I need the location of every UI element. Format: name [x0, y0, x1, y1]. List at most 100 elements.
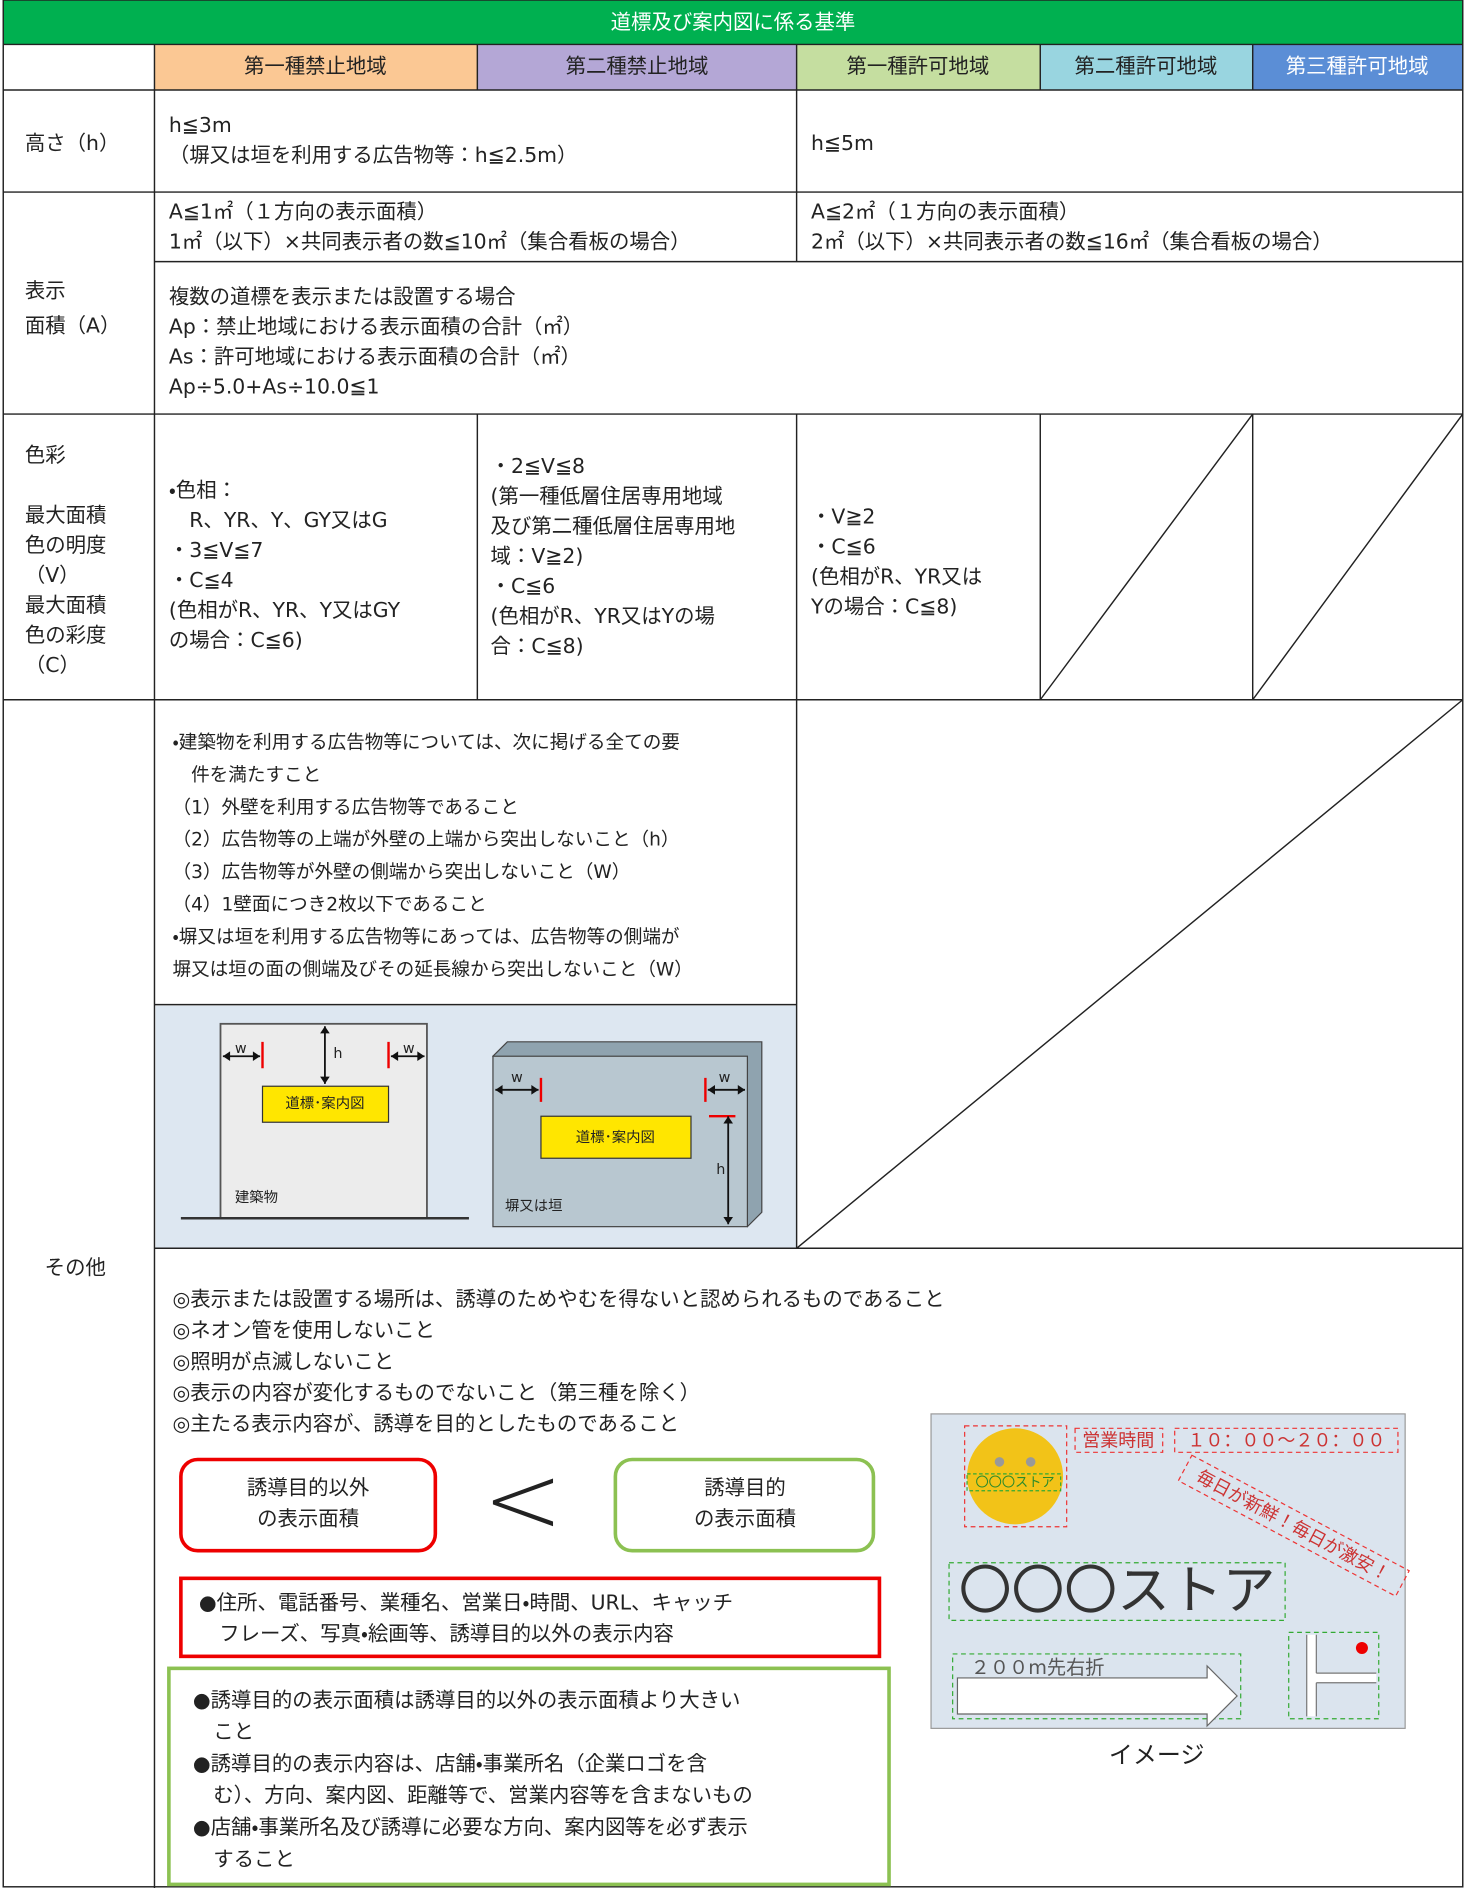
non-guidance-content-box	[179, 1576, 882, 1659]
cell-text: ・建築物を利用する広告物等については、次に掲げる全ての要	[172, 732, 679, 753]
diagram-label: h	[333, 1046, 342, 1062]
cell-text: 1㎡（以下）×共同表示者の数≦10㎡（集合看板の場合）	[169, 229, 691, 253]
cell-text: Yの場合：C≦8)	[810, 594, 957, 618]
cell-text: の場合：C≦6)	[169, 628, 303, 652]
cell-text: h≦3m	[169, 113, 232, 137]
cell-text: ◎照明が点滅しないこと	[172, 1349, 394, 1373]
diagram-label: w	[511, 1070, 523, 1086]
header-label: 第二種許可地域	[1075, 54, 1218, 78]
row-label: 色の彩度	[25, 623, 107, 647]
cell-text: 複数の道標を表示または設置する場合	[169, 285, 516, 309]
box-text: ●店舗・事業所名及び誘導に必要な方向、案内図等を必ず表示	[193, 1815, 748, 1839]
box-text: こと	[193, 1720, 254, 1744]
non-guidance-box	[179, 1457, 438, 1553]
diagram-label: 塀又は垣	[505, 1197, 563, 1214]
header-cell	[154, 44, 478, 91]
cell-text: ・C≦4	[169, 568, 234, 592]
cell-text: R、YR、Y、GY又はG	[169, 508, 388, 532]
cell-text: h≦5m	[811, 131, 874, 155]
cell-text: Ap÷5.0+As÷10.0≦1	[169, 375, 380, 399]
cell-text: （1）外壁を利用する広告物等であること	[172, 797, 518, 818]
sign-text: １０：００～２０：００	[1187, 1431, 1385, 1452]
cell-text: （塀又は垣を利用する広告物等：h≦2.5m）	[169, 143, 578, 167]
sign-text: 営業時間	[1082, 1431, 1154, 1452]
cell-text: As：許可地域における表示面積の合計（㎡）	[169, 345, 581, 369]
guidance-rules-box	[167, 1666, 891, 1887]
header-cell	[1040, 44, 1253, 91]
sample-sign	[930, 1413, 1410, 1729]
diagram-label: w	[719, 1070, 731, 1086]
cell-text: (色相がR、YR又は	[811, 564, 982, 588]
cell-text: ・V≧2	[811, 504, 875, 528]
image-caption: イメージ	[1109, 1741, 1205, 1769]
row-label: （C）	[25, 653, 80, 677]
building-diagram	[180, 1022, 763, 1228]
row-label: 色の明度	[25, 533, 107, 557]
header-cell	[1252, 44, 1463, 91]
box-text: 誘導目的以外	[247, 1475, 370, 1499]
cell-text: ◎表示の内容が変化するものでないこと（第三種を除く）	[172, 1380, 700, 1404]
cell-text: A≦2㎡（１方向の表示面積）	[811, 199, 1079, 223]
diagram-label: 道標･案内図	[576, 1129, 655, 1146]
sign-text: 〇〇〇ストア	[959, 1561, 1276, 1622]
cell-text: 塀又は垣の面の側端及びその延長線から突出しないこと（W）	[172, 959, 692, 980]
header-label: 第一種禁止地域	[244, 54, 387, 78]
cell-text: （3）広告物等が外壁の側端から突出しないこと（W）	[172, 862, 630, 883]
row-label: その他	[45, 1256, 106, 1280]
header-label: 第二種禁止地域	[566, 54, 709, 78]
row-label: 色彩	[25, 443, 66, 467]
cell-text: 件を満たすこと	[172, 765, 321, 786]
comparison-symbol: <	[483, 1444, 563, 1556]
cell-text: （4）1壁面につき2枚以下であること	[172, 894, 486, 915]
cell-text: 合：C≦8)	[491, 634, 584, 658]
row-label: 高さ（h）	[25, 131, 120, 155]
cell-text: 域：V≧2)	[491, 544, 584, 568]
cell-text: (第一種低層住居専用地域	[491, 484, 723, 508]
cell-text: ◎ネオン管を使用しないこと	[172, 1318, 434, 1342]
sign-text: ２００m先右折	[971, 1656, 1105, 1679]
header-cell	[477, 44, 797, 91]
diagram-label: 建築物	[235, 1189, 278, 1206]
row-label: （V）	[25, 563, 80, 587]
cell-text: Ap：禁止地域における表示面積の合計（㎡）	[169, 315, 583, 339]
box-text: フレーズ、写真・絵画等、誘導目的以外の表示内容	[199, 1622, 674, 1646]
box-text: すること	[193, 1847, 295, 1871]
cell-text: (色相がR、YR又はYの場	[491, 604, 715, 628]
box-text: の表示面積	[257, 1507, 359, 1531]
box-text: 誘導目的	[704, 1475, 786, 1499]
diagram-label: w	[235, 1041, 247, 1057]
cell-text: A≦1㎡（１方向の表示面積）	[169, 199, 437, 223]
header-label: 第三種許可地域	[1286, 54, 1429, 78]
diagram-label: h	[716, 1162, 725, 1178]
sign-text: 〇〇〇ストア	[975, 1474, 1054, 1490]
cell-text: ・C≦6	[491, 574, 556, 598]
cell-text: 及び第二種低層住居専用地	[491, 514, 736, 538]
cell-text: ・塀又は垣を利用する広告物等にあっては、広告物等の側端が	[172, 927, 679, 948]
cell-text: (色相がR、YR、Y又はGY	[169, 598, 401, 622]
title: 道標及び案内図に係る基準	[611, 10, 856, 34]
cell-text: ・3≦V≦7	[169, 538, 263, 562]
cell-text: ・C≦6	[811, 534, 876, 558]
box-text: ●誘導目的の表示内容は、店舗・事業所名（企業ロゴを含	[193, 1751, 707, 1775]
box-text: ●誘導目的の表示面積は誘導目的以外の表示面積より大きい	[193, 1688, 741, 1712]
title-bar	[3, 0, 1463, 45]
cell-text: ◎主たる表示内容が、誘導を目的としたものであること	[172, 1412, 679, 1436]
cell-text: （2）広告物等の上端が外壁の上端から突出しないこと（h）	[172, 830, 679, 851]
box-text: ●住所、電話番号、業種名、営業日・時間、URL、キャッチ	[199, 1591, 733, 1615]
row-label: 表示	[25, 279, 66, 303]
diagram-label: 道標･案内図	[285, 1095, 364, 1112]
row-label: 最大面積	[25, 503, 107, 527]
row-label: 面積（A）	[25, 313, 121, 337]
box-text: む）、方向、案内図、距離等で、営業内容等を含まないもの	[193, 1783, 753, 1807]
row-label: 最大面積	[25, 593, 107, 617]
cell-text: ◎表示または設置する場所は、誘導のためやむを得ないと認められるものであること	[172, 1287, 944, 1311]
box-text: の表示面積	[694, 1507, 796, 1531]
diagram-label: w	[403, 1041, 415, 1057]
header-label: 第一種許可地域	[846, 54, 989, 78]
guidance-box	[613, 1457, 876, 1553]
cell-text: ・色相：	[169, 478, 237, 502]
cell-text: ・2≦V≦8	[491, 454, 585, 478]
